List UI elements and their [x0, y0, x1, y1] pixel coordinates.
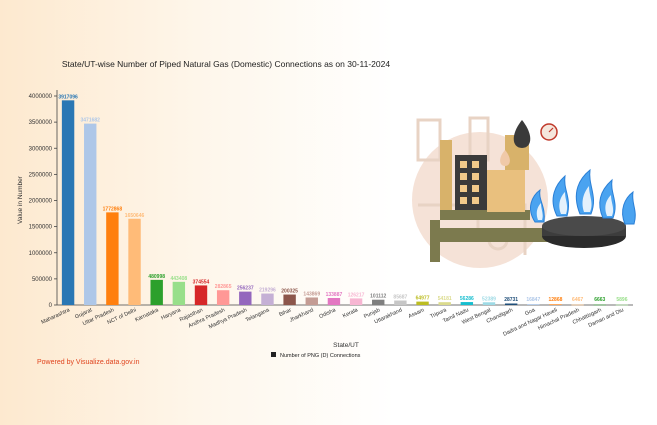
- bar-value-label: 256237: [237, 286, 254, 292]
- bar-value-label: 64977: [416, 296, 430, 302]
- y-tick-label: 3000000: [29, 146, 53, 152]
- bar-value-label: 200325: [281, 289, 298, 295]
- bar-telangana[interactable]: [261, 293, 274, 305]
- chart-title: State/UT-wise Number of Piped Natural Ga…: [62, 59, 390, 69]
- bar-value-label: 126217: [348, 292, 365, 298]
- x-axis-label: State/UT: [333, 342, 359, 349]
- bar-value-label: 85687: [393, 295, 407, 301]
- bar-punjab[interactable]: [372, 299, 385, 305]
- bar-value-label: 219296: [259, 288, 276, 294]
- category-label: Jharkhand: [289, 307, 315, 323]
- y-tick-label: 3500000: [29, 120, 53, 126]
- bar-west-bengal[interactable]: [482, 302, 496, 305]
- y-tick-label: 500000: [32, 277, 53, 283]
- y-tick-label: 0: [49, 303, 53, 309]
- y-tick-label: 4000000: [29, 94, 53, 100]
- category-label: Telangana: [245, 307, 271, 324]
- bar-value-label: 101112: [370, 294, 386, 300]
- bar-tripura[interactable]: [438, 302, 451, 305]
- bars: [61, 100, 629, 306]
- bar-value-label: 443408: [171, 276, 188, 282]
- bar-madhya-pradesh[interactable]: [239, 291, 252, 305]
- bar-value-label: 282865: [215, 284, 232, 290]
- y-tick-label: 1000000: [29, 251, 53, 257]
- bar-value-label: 3471682: [80, 118, 100, 124]
- bar-value-label: 374554: [193, 279, 210, 285]
- bar-value-label: 1650646: [125, 213, 145, 219]
- bar-jharkhand[interactable]: [305, 297, 318, 305]
- bar-value-label: 480998: [148, 274, 165, 280]
- bar-karnataka[interactable]: [150, 279, 163, 305]
- bar-tamil-nadu[interactable]: [460, 302, 474, 305]
- category-label: Odisha: [318, 307, 337, 320]
- category-label: Assam: [408, 307, 426, 320]
- category-label: Maharashtra: [40, 307, 71, 326]
- bar-odisha[interactable]: [327, 298, 341, 305]
- bar-haryana[interactable]: [172, 281, 186, 305]
- bar-nct-of-delhi[interactable]: [128, 218, 141, 305]
- bar-value-label: 5896: [616, 297, 627, 303]
- bar-rajasthan[interactable]: [194, 285, 208, 305]
- bar-himachal-pradesh[interactable]: [571, 304, 584, 306]
- bar-daman-and-diu[interactable]: [615, 304, 629, 306]
- bar-value-label: 6663: [594, 297, 605, 303]
- y-tick-label: 2000000: [29, 199, 53, 205]
- bar-chhattisgarh[interactable]: [593, 304, 606, 306]
- bar-value-label: 28731: [504, 297, 518, 303]
- bar-andhra-pradesh[interactable]: [216, 290, 230, 305]
- bar-value-label: 16847: [526, 297, 540, 303]
- legend-swatch: [271, 352, 276, 357]
- bar-value-label: 1772868: [103, 206, 123, 212]
- bar-uttar-pradesh[interactable]: [106, 212, 119, 305]
- bar-maharashtra[interactable]: [61, 100, 75, 306]
- bar-bihar[interactable]: [283, 294, 296, 305]
- bar-assam[interactable]: [416, 301, 429, 305]
- bar-dadra-and-nagar-haveli[interactable]: [549, 304, 562, 305]
- y-tick-label: 1500000: [29, 225, 53, 231]
- category-label: Bihar: [278, 307, 292, 318]
- bar-goa[interactable]: [527, 304, 540, 305]
- powered-by-link[interactable]: Powered by Visualize.data.gov.in: [37, 359, 140, 366]
- bar-value-label: 6467: [572, 297, 583, 303]
- bar-value-label: 12868: [549, 297, 563, 303]
- bar-value-label: 56286: [460, 296, 474, 302]
- bar-gujarat[interactable]: [84, 123, 97, 305]
- category-label: Goa: [524, 307, 537, 317]
- y-axis-label: Value in Number: [17, 175, 24, 224]
- gas-illustration: [412, 116, 636, 268]
- category-label: Kerala: [342, 307, 360, 320]
- y-tick-label: 2500000: [29, 172, 53, 178]
- bar-value-label: 133887: [326, 292, 343, 298]
- bar-uttarakhand[interactable]: [394, 300, 407, 305]
- bar-chandigarh[interactable]: [504, 303, 518, 305]
- bar-kerala[interactable]: [349, 298, 363, 305]
- bar-value-label: 3917096: [58, 94, 78, 100]
- bar-value-label: 54181: [438, 296, 452, 302]
- category-label: Karnataka: [134, 307, 160, 323]
- legend[interactable]: Number of PNG (D) Connections: [271, 352, 361, 359]
- bar-value-label: 143869: [303, 291, 320, 297]
- legend-label: Number of PNG (D) Connections: [280, 353, 361, 359]
- bar-value-label: 52389: [482, 296, 496, 302]
